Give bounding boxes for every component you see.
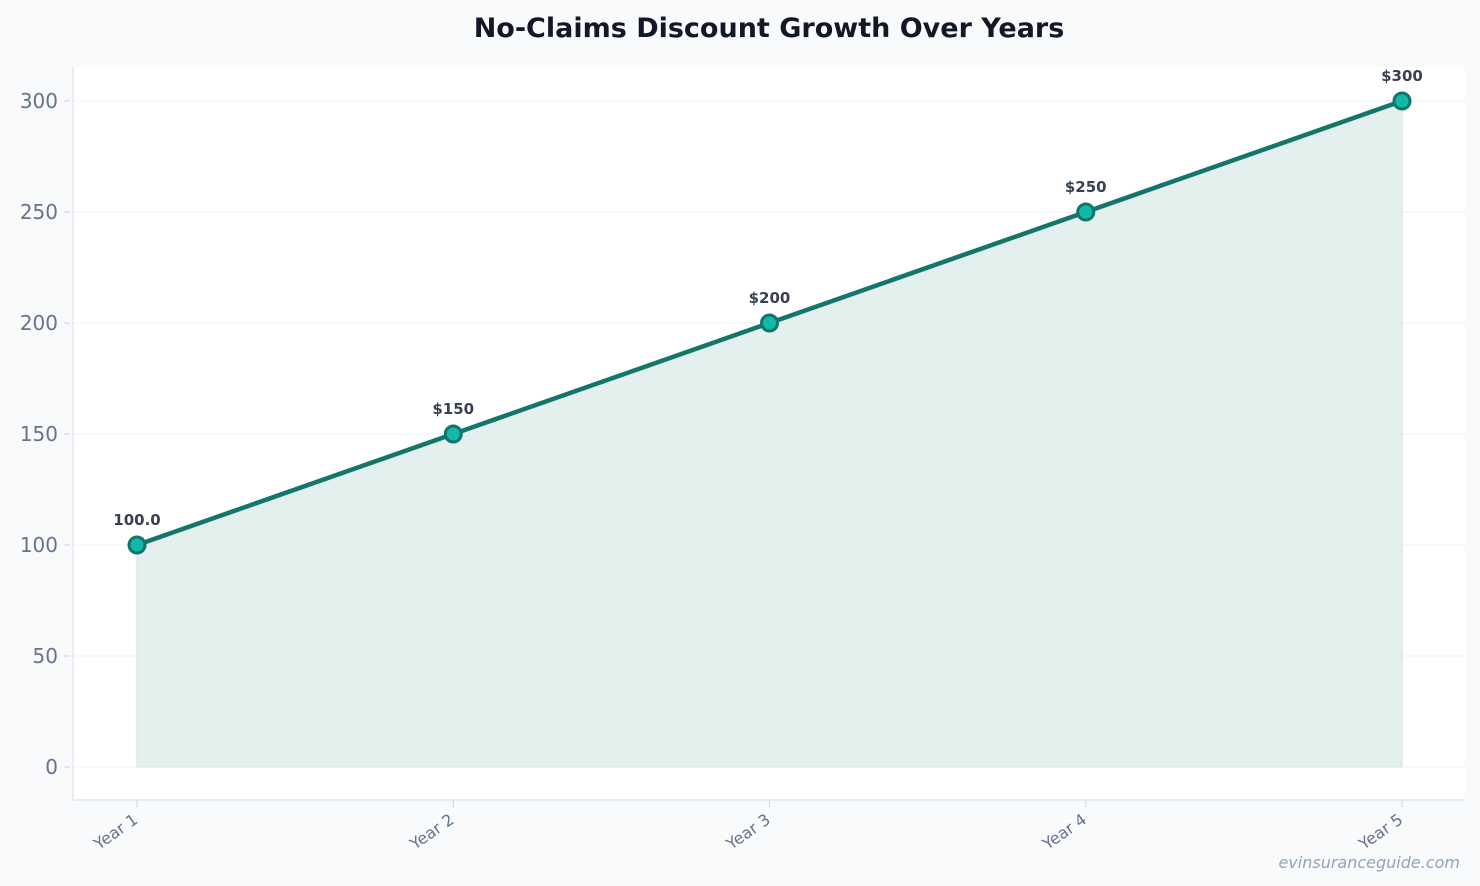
watermark-text: evinsuranceguide.com [1278, 853, 1460, 872]
data-point [443, 424, 463, 444]
chart-title: No-Claims Discount Growth Over Years [474, 13, 1065, 44]
x-tick-label: Year 1 [89, 810, 141, 854]
y-tick-label: 150 [20, 422, 58, 446]
x-tick-label: Year 4 [1038, 810, 1090, 854]
y-tick-label: 100 [20, 533, 58, 557]
y-axis-ticks: 0 50 100 150 200 250 300 [20, 89, 70, 779]
data-label: $250 [1065, 178, 1107, 196]
data-label: 100.0 [113, 511, 160, 529]
x-tick-label: Year 2 [406, 810, 458, 854]
x-tick-label: Year 5 [1354, 810, 1406, 854]
x-tick-label: Year 3 [722, 810, 774, 854]
y-tick-label: 250 [20, 200, 58, 224]
data-point [127, 535, 147, 555]
data-label: $200 [749, 289, 791, 307]
y-tick-label: 200 [20, 311, 58, 335]
data-point [1076, 202, 1096, 222]
label-layer: 100.0 $150 $200 $250 $300 [113, 67, 1423, 529]
data-point [1392, 91, 1412, 111]
y-tick-label: 50 [33, 644, 58, 668]
data-label: $150 [432, 400, 474, 418]
marker-layer [127, 91, 1412, 555]
y-tick-label: 0 [45, 755, 58, 779]
data-point [760, 313, 779, 333]
data-label: $300 [1381, 67, 1423, 85]
y-tick-label: 300 [20, 89, 58, 113]
x-axis-ticks: Year 1 Year 2 Year 3 Year 4 Year 5 [89, 800, 1406, 854]
